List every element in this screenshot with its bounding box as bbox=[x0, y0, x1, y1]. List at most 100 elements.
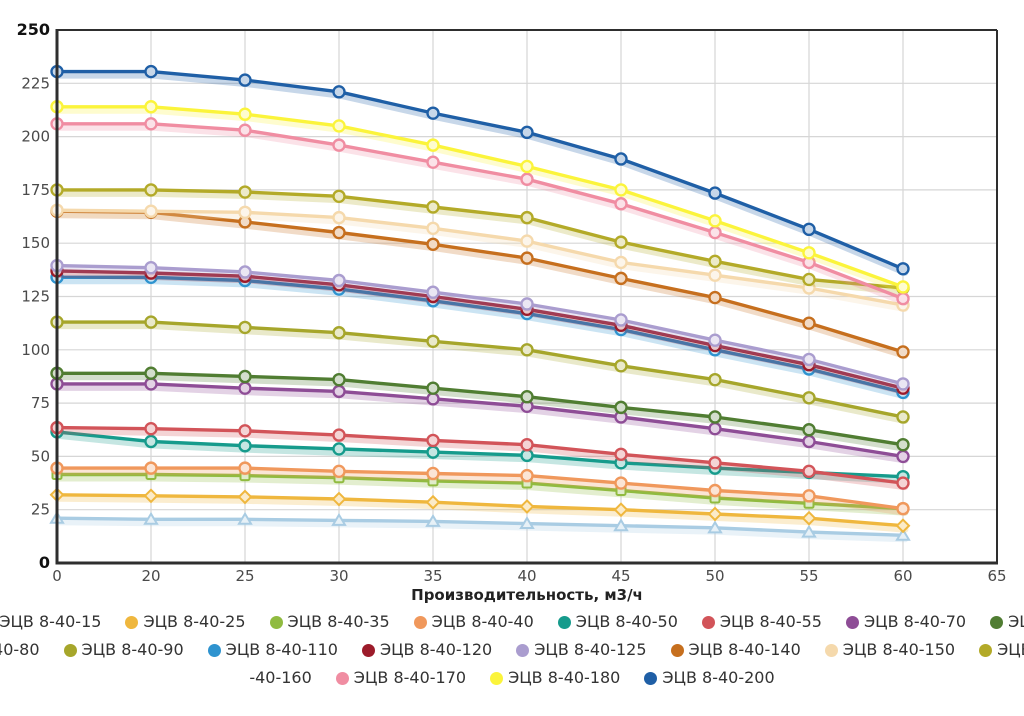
legend-marker-icon bbox=[670, 643, 684, 657]
legend-item[interactable]: ЭЦВ 8-40-110 bbox=[207, 640, 338, 659]
series-ЭЦВ 8-40-170 bbox=[50, 117, 910, 306]
series-ЭЦВ 8-40-55 bbox=[50, 420, 910, 491]
svg-text:0: 0 bbox=[52, 567, 62, 585]
legend-item[interactable]: ЭЦВ 8-40-120 bbox=[361, 640, 493, 659]
legend-marker-icon bbox=[701, 615, 715, 629]
legend-label: ЭЦВ 8-40-120 bbox=[379, 640, 493, 659]
legend-item[interactable]: ЭЦВ 8 bbox=[979, 642, 1024, 658]
legend-row: 8-40-80 ЭЦВ 8-40-90 ЭЦВ 8-40-110 ЭЦВ 8-40-1… bbox=[0, 636, 1024, 664]
series-ЭЦВ 8-40-180 bbox=[50, 100, 910, 294]
series-ЭЦВ 8-40-25 bbox=[49, 487, 911, 534]
svg-text:60: 60 bbox=[893, 567, 912, 585]
legend-label: ЭЦВ 8-40-25 bbox=[143, 612, 246, 631]
legend-label: ЭЦВ 8-40-15 bbox=[0, 612, 102, 631]
svg-text:65: 65 bbox=[987, 567, 1006, 585]
legend-marker-icon bbox=[207, 643, 221, 657]
legend-label: 8-40-80 bbox=[0, 640, 40, 659]
legend-row: -40-160 ЭЦВ 8-40-170 ЭЦВ 8-40-180 ЭЦВ 8-40-… bbox=[0, 664, 1024, 692]
legend-item[interactable]: ЭЦВ 8-40-200 bbox=[644, 668, 775, 687]
legend-marker-icon bbox=[361, 643, 375, 657]
series-ЭЦВ 8-40-200 bbox=[50, 64, 910, 276]
legend-label: ЭЦВ 8-40-70 bbox=[863, 612, 967, 631]
y-axis-labels: 0 25 50 75 100 125 150 175 200 225 250 bbox=[17, 20, 50, 572]
legend-marker-icon bbox=[269, 615, 283, 629]
legend-marker-icon bbox=[516, 643, 530, 657]
legend-item[interactable]: ЭЦВ 8-40-55 bbox=[701, 612, 822, 631]
legend-label: ЭЦВ 8-40-55 bbox=[719, 612, 822, 631]
legend-label: ЭЦВ 8-40-125 bbox=[534, 640, 647, 659]
legend-item[interactable]: ЭЦВ 8-40-35 bbox=[269, 612, 390, 631]
svg-text:150: 150 bbox=[21, 234, 50, 252]
x-axis-labels: 0 20 25 30 35 40 45 50 55 60 65 bbox=[52, 567, 1006, 585]
series-ЭЦВ 8-40-80 bbox=[50, 366, 910, 452]
plot-frame bbox=[55, 29, 998, 565]
legend-item[interactable]: ЭЦВ bbox=[990, 614, 1024, 630]
pump-curves-chart: 0 25 50 75 100 125 150 175 200 225 250 0 20 25 30 35 40 4… bbox=[17, 20, 1007, 604]
legend-label: ЭЦВ 8-40-170 bbox=[353, 668, 467, 687]
svg-text:75: 75 bbox=[31, 394, 50, 412]
svg-text:125: 125 bbox=[21, 288, 50, 306]
legend-item[interactable]: 8-40-80 bbox=[0, 642, 40, 658]
legend-label: -40-160 bbox=[249, 668, 312, 687]
svg-text:50: 50 bbox=[31, 447, 50, 465]
legend-label: ЭЦВ 8-40-110 bbox=[225, 640, 338, 659]
legend-marker-icon bbox=[413, 615, 427, 629]
legend-marker-icon bbox=[125, 615, 139, 629]
legend-marker-icon bbox=[490, 671, 504, 685]
legend-label: ЭЦВ 8-40-200 bbox=[662, 668, 775, 687]
legend-marker-icon bbox=[824, 643, 838, 657]
legend-item[interactable]: ЭЦВ 8-40-170 bbox=[335, 668, 467, 687]
svg-text:250: 250 bbox=[17, 20, 50, 39]
legend-marker-icon bbox=[979, 643, 993, 657]
x-axis-title: Производительность, м3/ч bbox=[411, 586, 643, 604]
series-ЭЦВ 8-40-150 bbox=[50, 203, 910, 312]
legend-label: ЭЦВ 8-40-150 bbox=[842, 640, 956, 659]
series-ЭЦВ 8-40-15 bbox=[49, 510, 911, 543]
legend-marker-icon bbox=[644, 671, 658, 685]
svg-text:55: 55 bbox=[799, 567, 818, 585]
svg-text:30: 30 bbox=[329, 567, 348, 585]
series-ЭЦВ 8-40-40 bbox=[50, 461, 910, 516]
series-ЭЦВ 8-40-125 bbox=[50, 258, 910, 391]
chart-legend: ЭЦВ 8-40-15 ЭЦВ 8-40-25 ЭЦВ 8-40-35 ЭЦВ 8-4… bbox=[0, 604, 1024, 692]
legend-marker-icon bbox=[990, 615, 1004, 629]
legend-label: ЭЦВ 8-40-180 bbox=[508, 668, 621, 687]
svg-text:175: 175 bbox=[21, 181, 50, 199]
svg-text:50: 50 bbox=[705, 567, 724, 585]
svg-text:20: 20 bbox=[141, 567, 160, 585]
legend-row: ЭЦВ 8-40-15 ЭЦВ 8-40-25 ЭЦВ 8-40-35 ЭЦВ 8-4… bbox=[0, 608, 1024, 636]
legend-label: ЭЦВ 8-40-90 bbox=[81, 640, 184, 659]
svg-text:225: 225 bbox=[21, 74, 50, 92]
series-ЭЦВ 8-40-120 bbox=[50, 264, 910, 396]
legend-label: ЭЦВ 8-40-140 bbox=[688, 640, 801, 659]
series-ЭЦВ 8-40-160 bbox=[50, 183, 910, 295]
svg-text:25: 25 bbox=[31, 501, 50, 519]
svg-text:35: 35 bbox=[423, 567, 442, 585]
legend-item[interactable]: ЭЦВ 8-40-50 bbox=[557, 612, 678, 631]
svg-text:40: 40 bbox=[517, 567, 536, 585]
legend-item[interactable]: ЭЦВ 8-40-40 bbox=[413, 612, 534, 631]
legend-label: ЭЦВ 8-40-35 bbox=[287, 612, 390, 631]
legend-item[interactable]: ЭЦВ 8-40-90 bbox=[63, 640, 184, 659]
legend-item[interactable]: ЭЦВ 8-40-70 bbox=[845, 612, 967, 631]
series-ЭЦВ 8-40-70 bbox=[50, 377, 910, 464]
legend-marker-icon bbox=[335, 671, 349, 685]
legend-label: ЭЦВ 8-40-40 bbox=[431, 612, 534, 631]
svg-text:200: 200 bbox=[21, 128, 50, 146]
legend-label: ЭЦВ bbox=[1008, 612, 1024, 631]
legend-marker-icon bbox=[845, 615, 859, 629]
legend-marker-icon bbox=[63, 643, 77, 657]
legend-item[interactable]: ЭЦВ 8-40-140 bbox=[670, 640, 801, 659]
legend-item[interactable]: ЭЦВ 8-40-125 bbox=[516, 640, 647, 659]
legend-item[interactable]: ЭЦВ 8-40-15 bbox=[0, 614, 101, 630]
legend-item[interactable]: -40-160 bbox=[249, 670, 311, 686]
legend-item[interactable]: ЭЦВ 8-40-25 bbox=[125, 612, 246, 631]
legend-item[interactable]: ЭЦВ 8-40-180 bbox=[490, 670, 620, 686]
legend-label: ЭЦВ 8-40-50 bbox=[575, 612, 678, 631]
legend-label: ЭЦВ 8 bbox=[997, 640, 1024, 659]
svg-text:45: 45 bbox=[611, 567, 630, 585]
legend-item[interactable]: ЭЦВ 8-40-150 bbox=[824, 640, 956, 659]
svg-text:25: 25 bbox=[235, 567, 254, 585]
svg-text:0: 0 bbox=[39, 553, 50, 572]
